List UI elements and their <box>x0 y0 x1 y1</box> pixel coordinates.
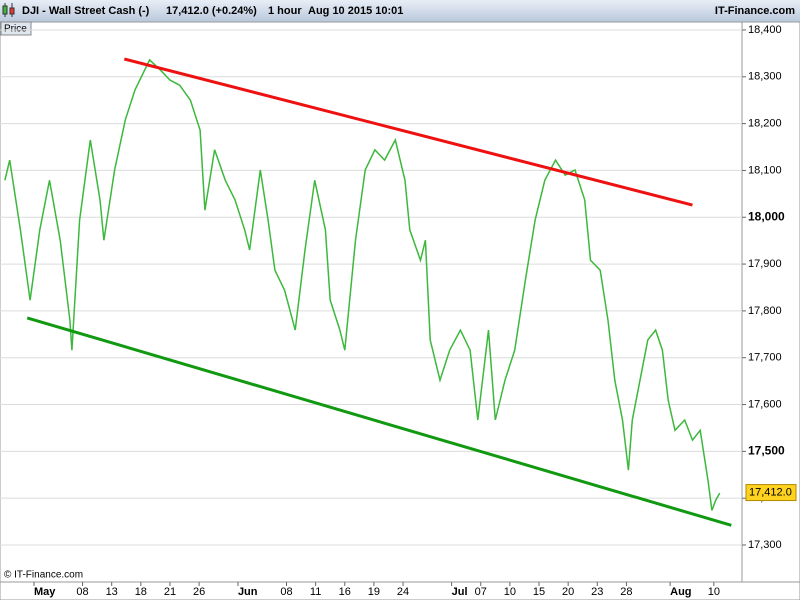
header-bar <box>0 0 800 22</box>
y-tick-label: 17,500 <box>748 444 785 458</box>
y-tick-label: 17,300 <box>748 539 782 551</box>
y-tick-label: 17,600 <box>748 398 782 410</box>
x-tick-label: Jul <box>452 586 468 598</box>
price-line <box>4 58 721 511</box>
x-tick-label: 28 <box>620 586 632 598</box>
y-tick-label: 18,000 <box>748 209 785 223</box>
plot-area <box>0 21 743 583</box>
y-tick-label: 18,300 <box>748 71 782 83</box>
x-axis-area <box>0 581 800 600</box>
y-tick-label: 18,200 <box>748 118 782 130</box>
x-tick-label: Jun <box>238 586 258 598</box>
y-tick-label: 17,700 <box>748 352 782 364</box>
x-tick-label: 26 <box>193 586 205 598</box>
x-tick-label: 08 <box>280 586 292 598</box>
last-price-box <box>745 484 797 502</box>
quote: 17,412.0 (+0.24%) <box>166 5 257 17</box>
price-tab <box>0 21 32 36</box>
last-price-label: 17,412.0 <box>749 486 792 498</box>
y-tick-label: 17,900 <box>748 258 782 270</box>
brand: IT-Finance.com <box>715 5 795 17</box>
x-tick-label: 20 <box>562 586 574 598</box>
x-tick-label: 18 <box>135 586 147 598</box>
x-tick-label: 19 <box>368 586 380 598</box>
axis-label: Price <box>4 24 27 35</box>
y-tick-label: 18,400 <box>748 24 782 36</box>
x-tick-label: 15 <box>533 586 545 598</box>
trend-line <box>123 57 693 207</box>
x-tick-label: 21 <box>164 586 176 598</box>
x-tick-label: Aug <box>670 586 691 598</box>
watermark: © IT-Finance.com <box>4 570 83 581</box>
x-tick-label: 24 <box>397 586 409 598</box>
x-tick-label: May <box>34 586 56 598</box>
trend-line <box>26 316 732 527</box>
x-tick-label: 16 <box>339 586 351 598</box>
x-tick-label: 10 <box>708 586 720 598</box>
x-tick-label: 07 <box>475 586 487 598</box>
interval: 1 hour <box>268 5 302 17</box>
y-tick-label: 18,100 <box>748 164 782 176</box>
y-tick-label: 17,800 <box>748 305 782 317</box>
timestamp: Aug 10 2015 10:01 <box>308 5 403 17</box>
x-tick-label: 11 <box>310 586 321 598</box>
x-tick-label: 23 <box>591 586 603 598</box>
x-tick-label: 13 <box>106 586 118 598</box>
candle-icon <box>2 3 15 17</box>
x-tick-label: 10 <box>504 586 516 598</box>
instrument: DJI - Wall Street Cash (-) <box>22 5 150 17</box>
x-tick-label: 08 <box>76 586 88 598</box>
